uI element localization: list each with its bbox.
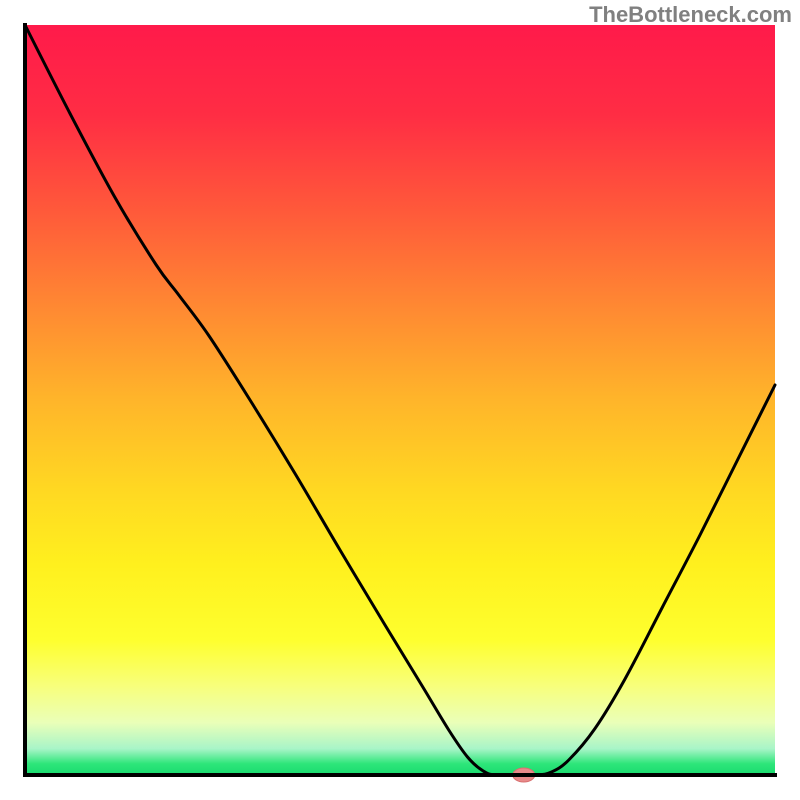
axes — [25, 25, 775, 775]
chart-container: TheBottleneck.com — [0, 0, 800, 800]
plot-area — [25, 25, 775, 775]
